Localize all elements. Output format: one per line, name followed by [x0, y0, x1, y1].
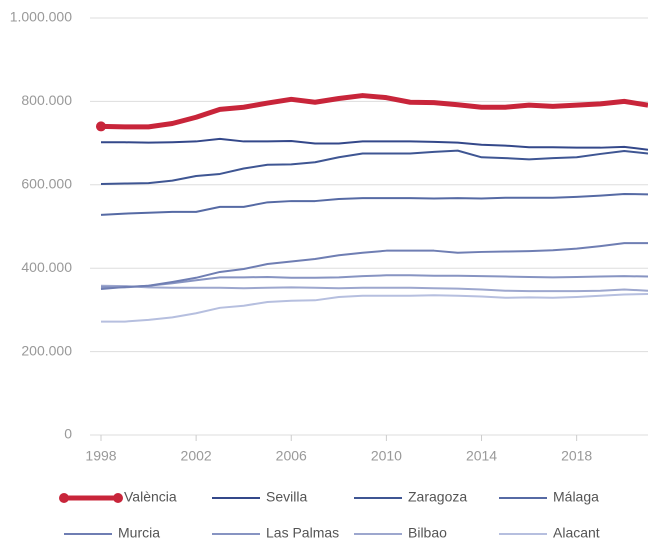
y-tick-label: 800.000 [21, 92, 72, 108]
x-tick-label: 2018 [561, 448, 592, 464]
legend-label: Murcia [118, 525, 160, 541]
y-tick-label: 600.000 [21, 176, 72, 192]
line-series [100, 242, 648, 291]
legend-label: Málaga [553, 489, 599, 505]
x-tick-label: 2002 [181, 448, 212, 464]
legend-label: Las Palmas [266, 525, 339, 541]
x-tick-label: 2010 [371, 448, 402, 464]
y-tick-label: 0 [64, 426, 72, 442]
legend-label: Zaragoza [408, 489, 467, 505]
legend-marker [59, 493, 69, 503]
x-tick-label: 1998 [85, 448, 116, 464]
line-series [100, 149, 648, 185]
legend-label: València [124, 489, 177, 505]
x-tick-label: 2006 [276, 448, 307, 464]
line-series [100, 93, 648, 130]
legend-label: Sevilla [266, 489, 307, 505]
line-series [100, 274, 648, 289]
line-series [101, 137, 648, 151]
legend-marker [113, 493, 123, 503]
line-series [101, 293, 648, 323]
line-series [100, 284, 648, 293]
legend-label: Bilbao [408, 525, 447, 541]
y-tick-label: 200.000 [21, 342, 72, 358]
y-tick-label: 400.000 [21, 259, 72, 275]
x-tick-label: 2014 [466, 448, 497, 464]
legend-label: Alacant [553, 525, 600, 541]
y-tick-label: 1.000.000 [10, 9, 72, 25]
start-marker [96, 121, 106, 132]
line-series [100, 192, 648, 216]
